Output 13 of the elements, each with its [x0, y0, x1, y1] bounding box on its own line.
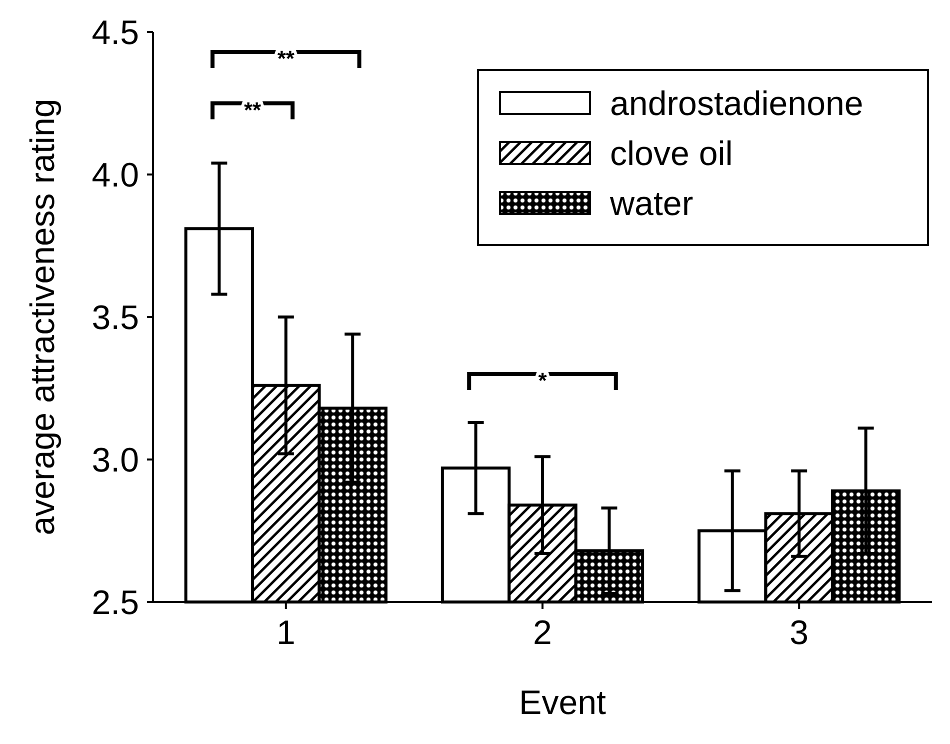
x-axis-title: Event: [519, 684, 607, 722]
x-tick-label: 3: [790, 614, 809, 652]
y-axis-title: average attractiveness rating: [24, 98, 62, 536]
y-tick-label: 4.5: [92, 14, 139, 52]
legend-label: water: [609, 184, 694, 223]
x-tick-label: 1: [276, 614, 296, 652]
y-tick-label: 3.5: [92, 298, 139, 337]
y-tick-label: 2.5: [92, 584, 139, 622]
y-tick-label: 3.0: [92, 441, 139, 480]
y-tick-label: 4.0: [92, 156, 139, 194]
legend-label: androstadienone: [610, 84, 864, 123]
legend-label: clove oil: [610, 134, 733, 173]
x-tick-label: 2: [533, 614, 552, 652]
